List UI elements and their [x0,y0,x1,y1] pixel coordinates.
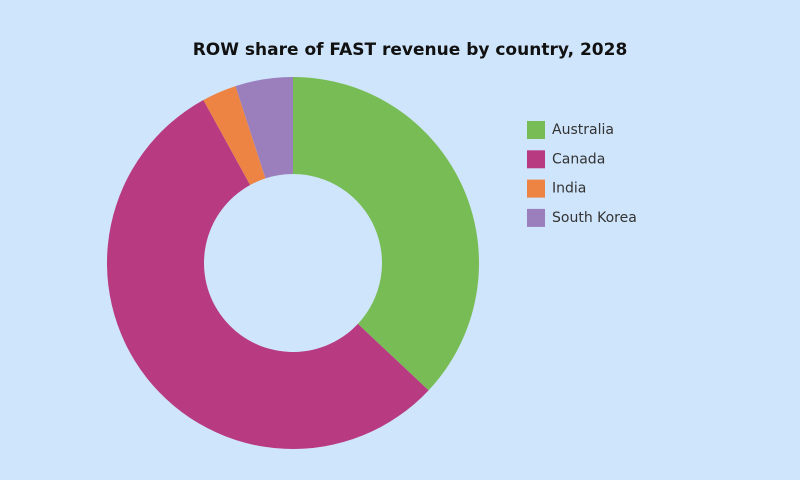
donut-slice [203,86,266,186]
legend-label: South Korea [552,210,637,226]
donut-slice [235,77,293,179]
legend-swatch [527,179,545,198]
legend-label: Australia [552,122,614,138]
legend-swatch [527,121,545,139]
legend-label: Canada [552,151,605,167]
legend-swatch [527,150,545,169]
donut-slice [107,100,429,450]
legend-swatch [527,208,545,227]
chart-title: ROW share of FAST revenue by country, 20… [193,40,628,60]
legend-label: India [552,181,586,197]
donut-slice [293,77,479,391]
